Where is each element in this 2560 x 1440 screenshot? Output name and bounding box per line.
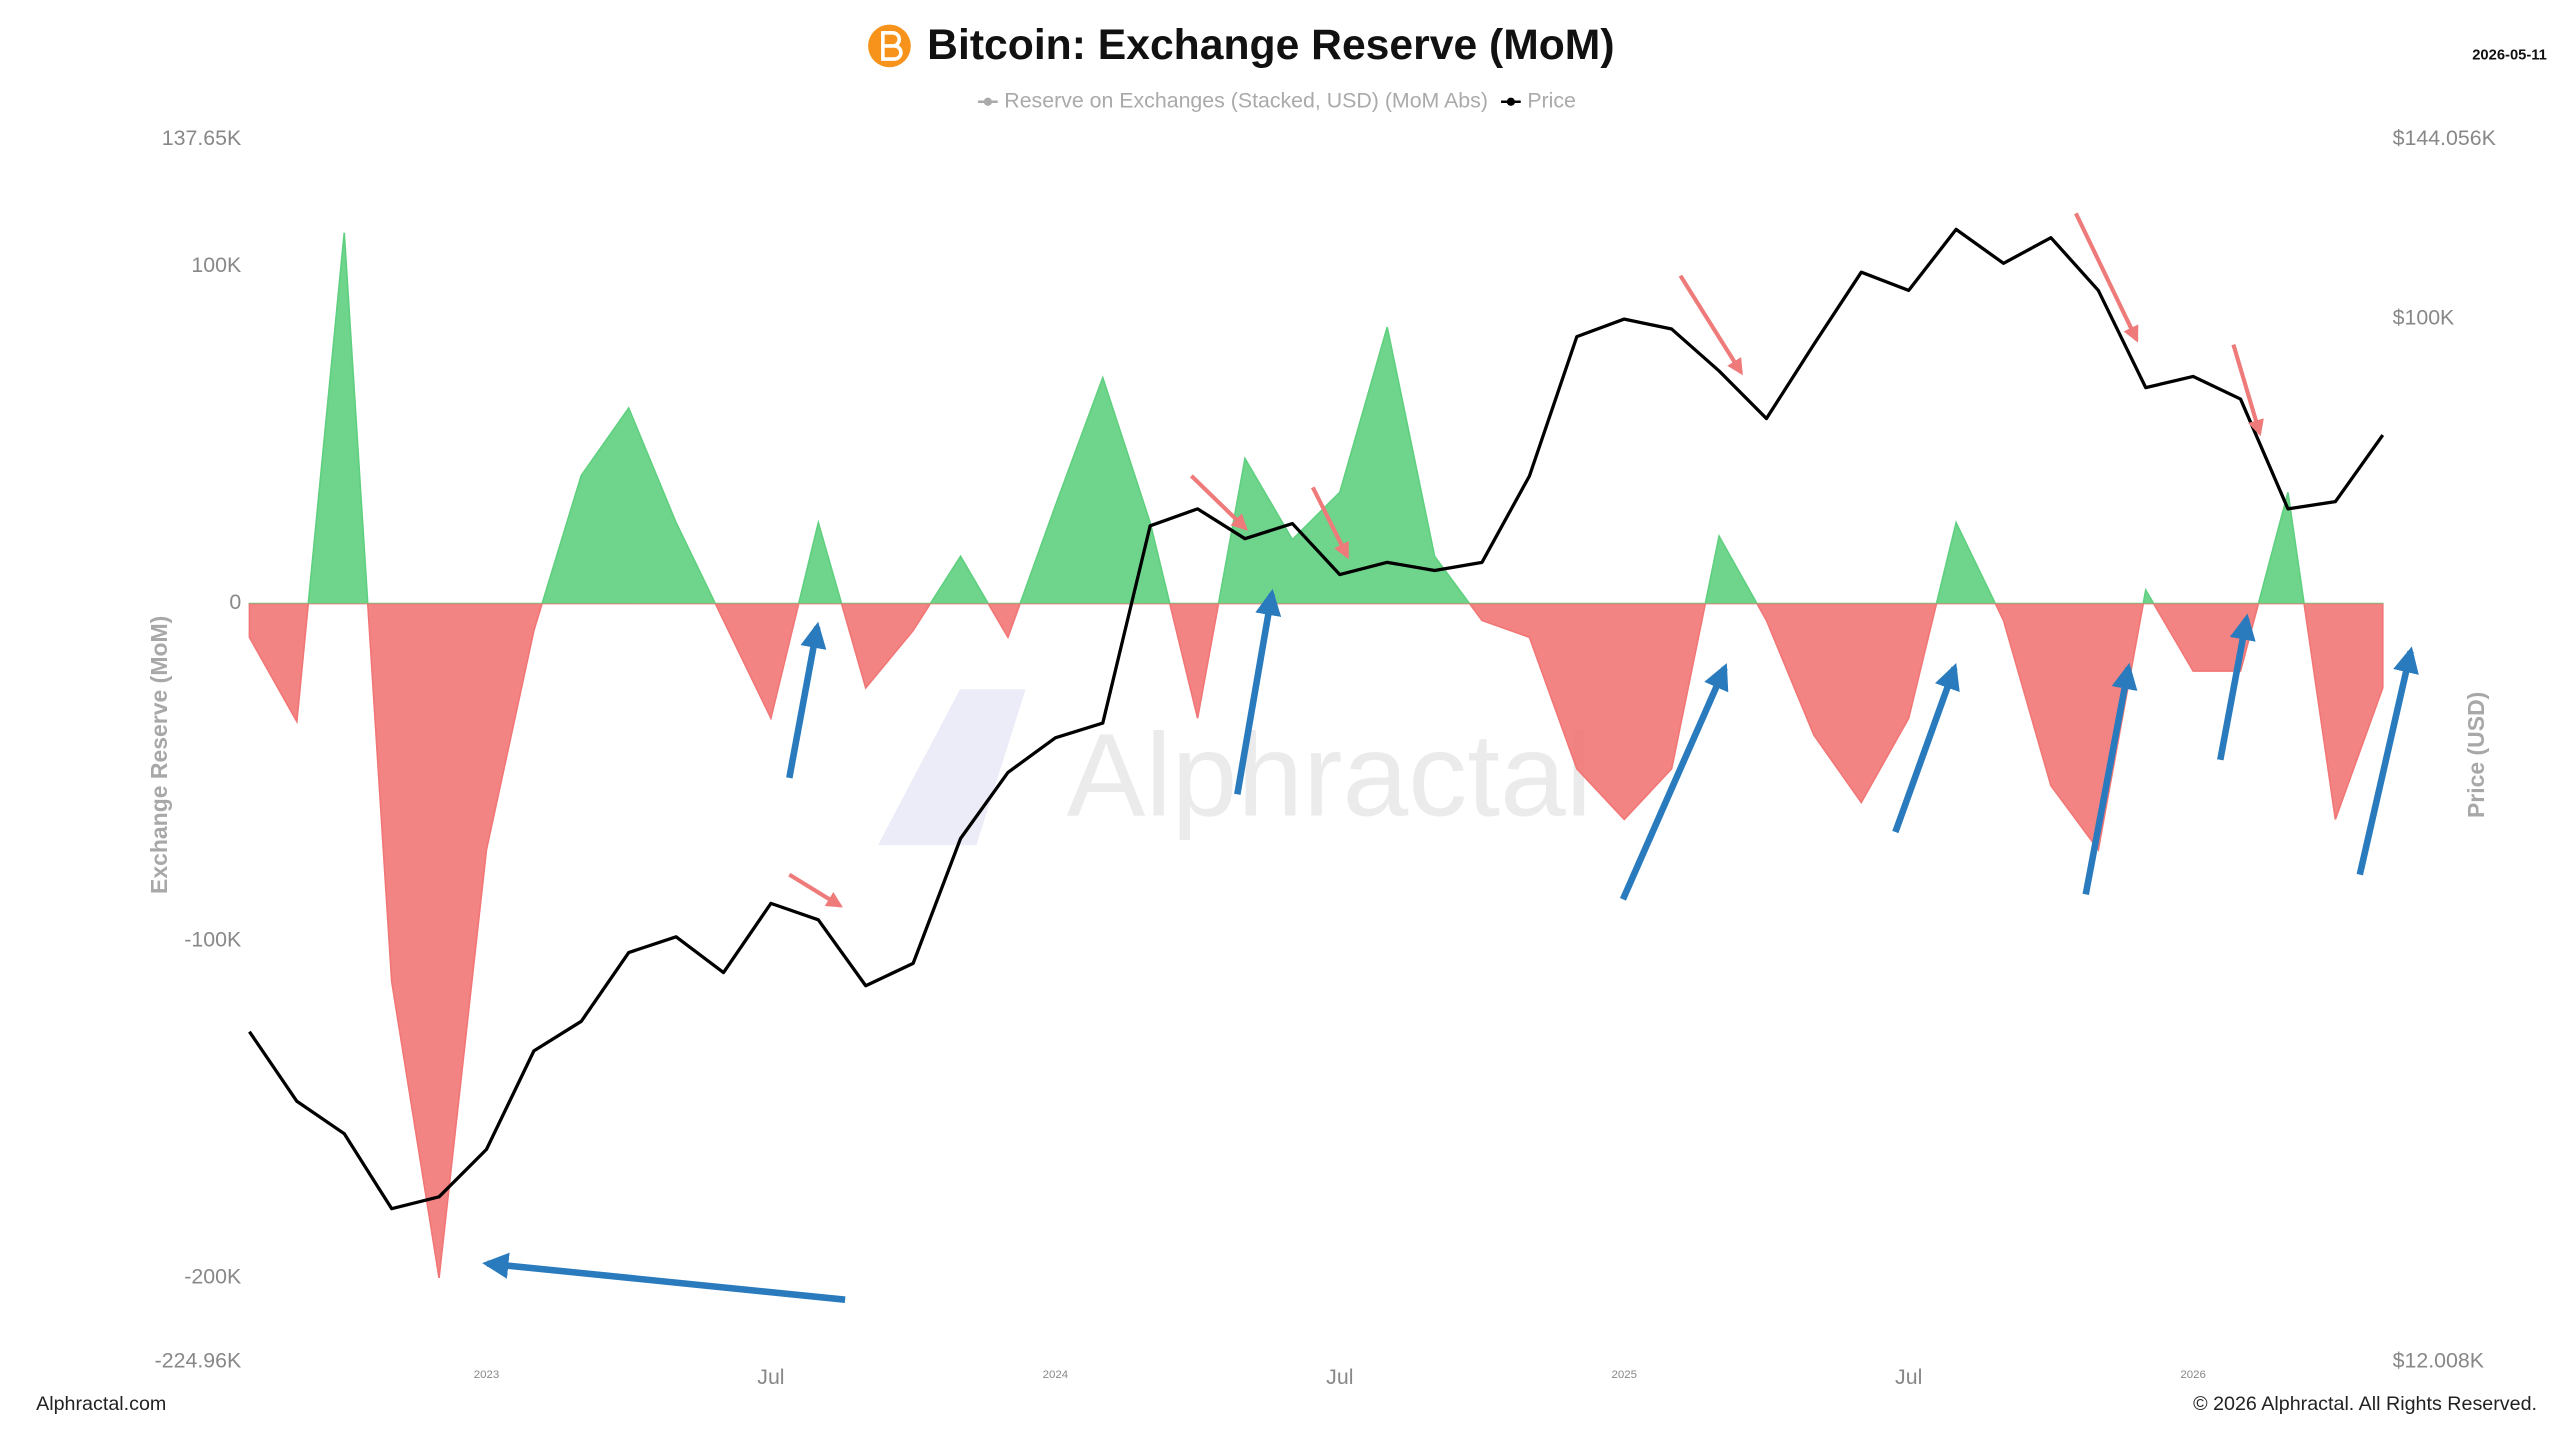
legend-label: Reserve on Exchanges (Stacked, USD) (MoM… — [1004, 88, 1488, 112]
blue-arrow — [1234, 588, 1282, 795]
chart-title: Bitcoin: Exchange Reserve (MoM) — [927, 21, 1614, 69]
red-arrow — [2074, 212, 2139, 343]
copyright: © 2026 Alphractal. All Rights Reserved. — [2193, 1393, 2537, 1415]
red-arrow — [2231, 344, 2264, 437]
watermark: Alphractal — [877, 689, 1592, 846]
title-group: Bitcoin: Exchange Reserve (MoM) — [868, 21, 1615, 69]
watermark-text: Alphractal — [1067, 710, 1592, 842]
y2-axis-title: Price (USD) — [2463, 692, 2489, 818]
y-tick-label: -100K — [184, 927, 241, 951]
plot-area: 137.65K 100K 0 -100K -200K -224.96K $144.056K $… — [155, 126, 2496, 1389]
x-tick-label: Jul — [757, 1365, 784, 1389]
blue-arrow — [482, 1252, 846, 1303]
red-arrow — [1189, 474, 1248, 531]
y-tick-label: 137.65K — [162, 126, 241, 150]
date-stamp: 2026-05-11 — [2472, 48, 2547, 64]
red-arrow — [1678, 274, 1743, 376]
reserve-area — [248, 232, 2384, 1279]
x-tick-label: Jul — [1326, 1365, 1353, 1389]
y-tick-label: 0 — [229, 590, 241, 614]
blue-arrow — [1619, 663, 1729, 901]
y2-tick-label: $144.056K — [2393, 126, 2496, 150]
x-tick-label: 2024 — [1043, 1369, 1069, 1381]
blue-arrow — [1892, 662, 1960, 834]
blue-arrow — [2356, 646, 2419, 876]
y2-tick-label: $12.008K — [2393, 1349, 2484, 1373]
y-tick-label: 100K — [191, 253, 241, 277]
legend-label: Price — [1527, 88, 1576, 112]
legend: Reserve on Exchanges (Stacked, USD) (MoM… — [978, 88, 1576, 112]
price-line — [248, 227, 2385, 1211]
x-tick-label: 2025 — [1611, 1369, 1637, 1381]
red-arrow — [788, 872, 844, 908]
legend-symbol — [1506, 97, 1516, 106]
y2-tick-label: $100K — [2393, 306, 2455, 330]
watermark-logo — [877, 689, 1026, 846]
red-arrow — [1310, 486, 1350, 560]
y-axis-title: Exchange Reserve (MoM) — [146, 616, 172, 894]
bitcoin-glyph — [881, 31, 903, 61]
y-tick-label: -200K — [184, 1265, 241, 1289]
x-tick-label: 2026 — [2180, 1369, 2206, 1381]
annotations — [482, 212, 2419, 1303]
blue-arrow — [2082, 662, 2138, 895]
blue-arrow — [786, 621, 827, 779]
blue-arrow — [2217, 613, 2256, 761]
y-tick-label: -224.96K — [155, 1349, 242, 1373]
source: Alphractal.com — [36, 1393, 166, 1415]
legend-symbol — [983, 97, 992, 106]
x-tick-label: Jul — [1895, 1365, 1922, 1389]
x-tick-label: 2023 — [474, 1369, 500, 1381]
